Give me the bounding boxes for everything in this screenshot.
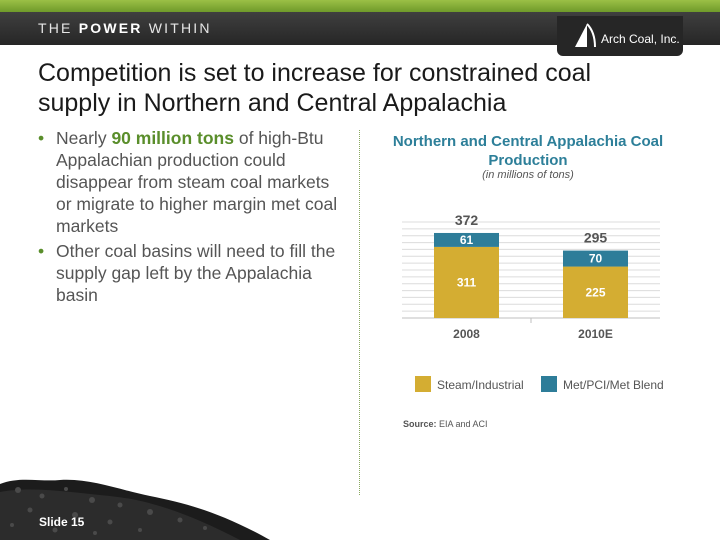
total-label: 372 xyxy=(455,212,479,228)
logo-text: Arch Coal, Inc. xyxy=(601,32,680,46)
bullet-dot-icon: • xyxy=(38,128,45,148)
source-label: Source: xyxy=(403,419,437,429)
arch-logo-icon xyxy=(575,23,596,48)
bar-segment xyxy=(563,250,628,267)
slide-title: Competition is set to increase for const… xyxy=(38,59,592,117)
bullet-item: • Nearly 90 million tons of high-Btu Appa… xyxy=(38,127,348,237)
bullet1-highlight: 90 million tons xyxy=(111,128,234,148)
total-label: 295 xyxy=(584,230,608,246)
legend-swatch-met xyxy=(541,376,557,392)
data-label: 225 xyxy=(585,285,605,299)
bullet1-text: of high-Btu Appalachian production could… xyxy=(56,128,338,236)
tagline: THE POWER WITHIN xyxy=(38,20,212,36)
bullet-dot-icon: • xyxy=(38,241,45,261)
legend-label-met: Met/PCI/Met Blend xyxy=(563,378,664,392)
bullet1-prefix: Nearly xyxy=(56,128,112,148)
bar-segment xyxy=(434,232,499,247)
legend-label-steam: Steam/Industrial xyxy=(437,378,524,392)
x-tick-label: 2008 xyxy=(453,327,480,341)
data-label: 61 xyxy=(460,233,474,247)
company-logo: Arch Coal, Inc. xyxy=(557,16,683,56)
x-tick-label: 2010E xyxy=(578,327,613,341)
bar-segment xyxy=(434,246,499,318)
source-note: Source: EIA and ACI xyxy=(403,419,488,429)
tagline-the: THE xyxy=(38,20,73,36)
top-accent-bar xyxy=(0,0,720,12)
chart-title: Northern and Central Appalachia Coal Pro… xyxy=(392,133,664,169)
bullet-item: • Other coal basins will need to fill the… xyxy=(38,240,348,306)
bullet2-text: Other coal basins will need to fill the … xyxy=(56,241,336,305)
source-text: EIA and ACI xyxy=(436,419,488,429)
bullet-list: • Nearly 90 million tons of high-Btu Appa… xyxy=(38,127,348,309)
coal-pile-image xyxy=(0,479,270,540)
tagline-within: WITHIN xyxy=(148,20,212,36)
bar-segment xyxy=(563,266,628,318)
chart-subtitle: (in millions of tons) xyxy=(482,169,574,181)
tagline-power: POWER xyxy=(78,20,143,36)
data-label: 311 xyxy=(457,275,477,289)
legend-swatch-steam xyxy=(415,376,431,392)
data-label: 70 xyxy=(589,252,603,266)
stacked-bar-chart: 311 61 372 2008 225 70 295 2010E xyxy=(402,212,660,341)
column-divider xyxy=(359,130,360,495)
slide-number: Slide 15 xyxy=(39,515,85,529)
